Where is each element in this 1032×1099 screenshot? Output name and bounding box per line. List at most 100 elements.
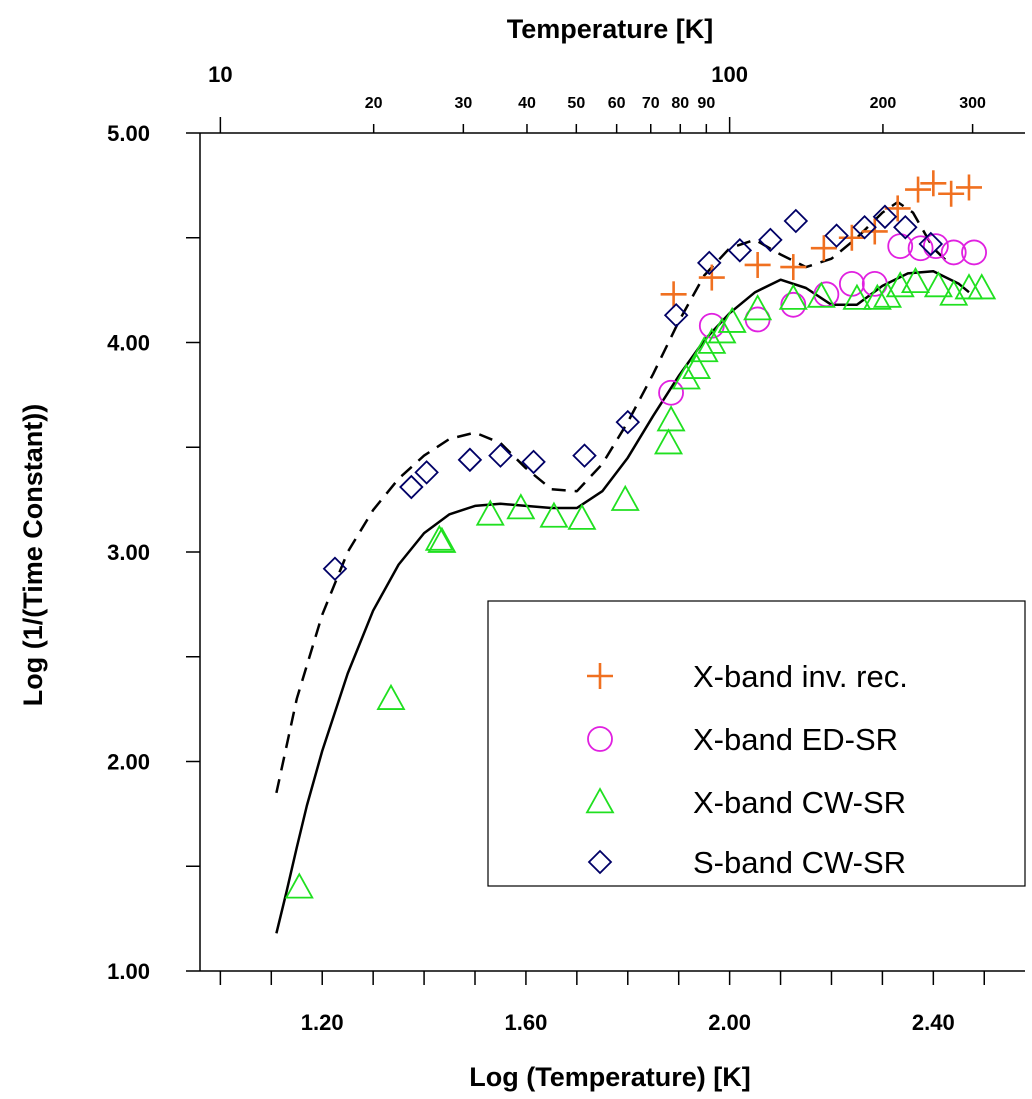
top-major-tick-label: 100	[711, 62, 748, 87]
diamond-point	[758, 227, 783, 253]
diamond-point	[727, 238, 753, 263]
fit-curves	[275, 200, 970, 934]
top-minor-tick-label: 200	[870, 95, 897, 112]
top-minor-tick-label: 40	[518, 95, 536, 112]
x-axis-title: Log (Temperature) [K]	[469, 1062, 751, 1092]
y-tick-label: 2.00	[107, 750, 150, 775]
triangle-point	[900, 266, 931, 294]
series-diamond	[322, 204, 944, 582]
triangle-point	[653, 428, 684, 455]
plus-point	[920, 170, 947, 197]
top-minor-tick-label: 70	[642, 95, 660, 112]
legend: X-band inv. rec. X-band ED-SR X-band CW-SR…	[487, 600, 1026, 887]
x-tick-label: 1.60	[505, 1010, 548, 1035]
triangle-point	[427, 526, 457, 553]
plus-point	[861, 218, 888, 245]
plus-point	[744, 251, 771, 278]
diamond-point	[696, 250, 722, 276]
legend-box	[487, 600, 1026, 887]
x-tick-label: 2.40	[912, 1010, 955, 1035]
diamond-point	[615, 409, 641, 435]
plus-point	[884, 195, 911, 222]
x-tick-label: 1.20	[301, 1010, 344, 1035]
series-triangle	[284, 266, 997, 899]
circle-point	[922, 233, 949, 260]
top-minor-tick-label: 80	[671, 95, 689, 112]
diamond-point	[918, 231, 944, 257]
diamond-point	[783, 208, 809, 234]
plus-point	[955, 174, 982, 201]
triangle-point	[475, 499, 505, 526]
circle-point	[961, 239, 987, 266]
triangle-point	[656, 405, 686, 432]
y-tick-label: 3.00	[107, 540, 150, 565]
diamond-point	[572, 443, 597, 468]
legend-marker-plus	[587, 663, 613, 689]
top-minor-tick-label: 50	[567, 95, 585, 112]
plus-point	[698, 264, 725, 291]
x-tick-label: 2.00	[708, 1010, 751, 1035]
diamond-point	[824, 223, 849, 248]
diamond-point	[893, 215, 918, 240]
fit-curve-dashed	[275, 200, 950, 794]
triangle-point	[539, 501, 569, 528]
triangle-point	[806, 281, 836, 308]
legend-label: X-band inv. rec.	[693, 659, 908, 694]
triangle-point	[954, 273, 984, 300]
diamond-point	[399, 474, 424, 500]
legend-label: S-band CW-SR	[693, 845, 906, 880]
top-minor-tick-label: 90	[697, 95, 715, 112]
diamond-point	[488, 443, 513, 468]
diamond-point	[457, 447, 483, 473]
y-tick-label: 1.00	[107, 959, 150, 984]
legend-marker-triangle	[585, 787, 615, 814]
triangle-point	[284, 872, 314, 899]
diamond-point	[663, 302, 689, 328]
circle-point	[658, 379, 684, 406]
triangle-point	[681, 352, 712, 379]
top-minor-tick-label: 20	[365, 95, 383, 112]
axes: 1.20 1.60 2.00 2.40 1.00 2.00 3.00 4.00 5.00 10 10…	[107, 62, 1025, 1035]
triangle-point	[671, 363, 701, 390]
triangle-point	[610, 484, 640, 511]
plus-point	[905, 176, 932, 203]
diamond-point	[414, 460, 439, 485]
plus-point	[938, 180, 965, 207]
top-major-tick-label: 10	[208, 62, 232, 87]
diamond-point	[521, 449, 546, 475]
fit-curve-solid	[275, 270, 970, 934]
triangle-point	[689, 336, 719, 363]
circle-point	[780, 291, 807, 318]
circle-point	[907, 235, 934, 262]
triangle-point	[939, 279, 969, 306]
top-axis-title: Temperature [K]	[507, 14, 714, 44]
plus-point	[838, 224, 865, 251]
triangle-point	[842, 283, 872, 310]
diamond-point	[872, 204, 898, 230]
y-tick-label: 5.00	[107, 121, 150, 146]
plus-point	[810, 235, 837, 262]
triangle-point	[778, 283, 808, 310]
triangle-point	[862, 283, 892, 310]
triangle-point	[967, 273, 997, 300]
circle-point	[940, 239, 967, 266]
circle-point	[698, 312, 725, 339]
triangle-point	[424, 524, 454, 551]
legend-marker-diamond	[587, 849, 613, 875]
y-tick-label: 4.00	[107, 331, 150, 356]
triangle-point	[872, 281, 903, 308]
triangle-point	[717, 306, 747, 333]
triangle-point	[506, 493, 536, 520]
y-axis-title: Log (1/(Time Constant))	[18, 404, 48, 706]
triangle-point	[743, 294, 773, 321]
diamond-point	[322, 556, 348, 582]
series-plus	[660, 170, 982, 308]
diamond-point	[852, 215, 877, 240]
triangle-point	[376, 683, 406, 710]
triangle-point	[707, 317, 737, 344]
plus-point	[780, 254, 807, 281]
top-minor-tick-label: 30	[454, 95, 472, 112]
top-minor-tick-label: 60	[608, 95, 626, 112]
legend-label: X-band ED-SR	[693, 722, 898, 757]
